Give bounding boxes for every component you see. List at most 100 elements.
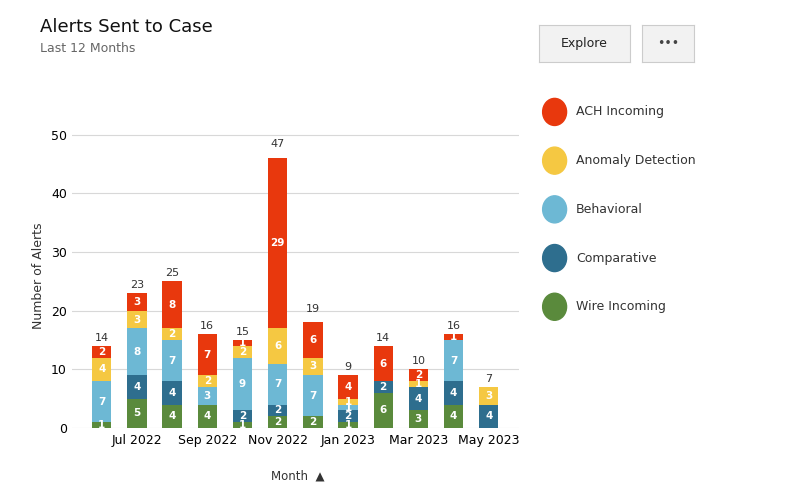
Bar — [444, 381, 463, 404]
Bar — [233, 422, 252, 428]
Bar — [444, 340, 463, 381]
Text: 2: 2 — [274, 417, 282, 427]
Text: 25: 25 — [165, 269, 180, 278]
Text: 47: 47 — [271, 139, 285, 150]
Text: 8: 8 — [133, 347, 140, 357]
Text: 6: 6 — [380, 405, 387, 415]
Text: 2: 2 — [168, 329, 176, 339]
Bar — [409, 410, 428, 428]
Text: 4: 4 — [203, 411, 211, 421]
Text: Wire Incoming: Wire Incoming — [576, 300, 666, 313]
Bar — [233, 346, 252, 358]
Text: 9: 9 — [239, 379, 246, 389]
Bar — [444, 404, 463, 428]
Bar — [338, 399, 358, 404]
Text: 4: 4 — [98, 365, 105, 374]
Bar — [92, 381, 112, 422]
Text: 2: 2 — [415, 370, 422, 380]
Text: 1: 1 — [345, 397, 352, 407]
Text: 6: 6 — [309, 335, 317, 345]
Text: 3: 3 — [133, 314, 140, 325]
Bar — [444, 334, 463, 340]
Text: Comparative: Comparative — [576, 251, 657, 265]
Text: 2: 2 — [309, 417, 317, 427]
Text: 1: 1 — [450, 332, 457, 342]
Text: 1: 1 — [345, 402, 352, 412]
Bar — [268, 328, 287, 364]
Text: 4: 4 — [415, 394, 422, 404]
Text: 4: 4 — [485, 411, 492, 421]
Bar — [303, 358, 322, 375]
Text: 4: 4 — [450, 388, 457, 398]
Bar — [268, 404, 287, 416]
Bar — [303, 322, 322, 358]
Bar — [92, 422, 112, 428]
Text: 1: 1 — [239, 338, 246, 348]
Text: 4: 4 — [133, 382, 140, 392]
Circle shape — [543, 147, 567, 174]
Text: 1: 1 — [415, 379, 422, 389]
Text: 3: 3 — [203, 391, 211, 401]
Bar — [373, 346, 393, 381]
Text: 14: 14 — [95, 333, 109, 343]
Circle shape — [543, 196, 567, 223]
Text: 1: 1 — [98, 420, 105, 430]
Text: 2: 2 — [345, 411, 352, 421]
Text: 10: 10 — [411, 356, 425, 367]
Text: 1: 1 — [345, 420, 352, 430]
Text: 6: 6 — [274, 341, 282, 351]
Text: 7: 7 — [450, 356, 457, 366]
Bar — [338, 410, 358, 422]
Bar — [409, 381, 428, 387]
Text: 5: 5 — [133, 408, 140, 418]
Text: 1: 1 — [239, 420, 246, 430]
Text: 7: 7 — [485, 374, 492, 384]
Text: 3: 3 — [133, 297, 140, 307]
Bar — [198, 334, 217, 375]
Bar — [303, 375, 322, 416]
Bar — [128, 293, 147, 311]
Text: 4: 4 — [168, 411, 176, 421]
Text: 2: 2 — [203, 376, 211, 386]
Bar — [373, 393, 393, 428]
Bar — [92, 358, 112, 381]
Bar — [338, 422, 358, 428]
Text: 3: 3 — [309, 362, 317, 371]
Text: Alerts Sent to Case: Alerts Sent to Case — [40, 18, 212, 36]
Text: 19: 19 — [306, 304, 320, 314]
Text: 4: 4 — [344, 382, 352, 392]
Bar — [163, 328, 182, 340]
Text: 7: 7 — [203, 350, 211, 360]
Text: Anomaly Detection: Anomaly Detection — [576, 154, 696, 167]
Circle shape — [543, 293, 567, 320]
Bar — [92, 346, 112, 358]
Bar — [163, 381, 182, 404]
Text: 4: 4 — [450, 411, 457, 421]
Bar — [373, 381, 393, 393]
Text: 6: 6 — [380, 359, 387, 369]
Bar — [268, 416, 287, 428]
Text: 16: 16 — [447, 321, 460, 331]
Text: 9: 9 — [345, 362, 352, 372]
Text: 7: 7 — [98, 397, 105, 407]
Text: Month  ▲: Month ▲ — [271, 470, 325, 483]
Text: 29: 29 — [271, 238, 285, 248]
Text: 7: 7 — [309, 391, 317, 401]
Text: Behavioral: Behavioral — [576, 203, 643, 216]
Bar — [233, 340, 252, 346]
Bar — [128, 328, 147, 375]
Bar — [198, 375, 217, 387]
Text: 2: 2 — [239, 347, 246, 357]
Text: 2: 2 — [274, 405, 282, 415]
Text: Explore: Explore — [561, 36, 608, 50]
Bar — [128, 375, 147, 399]
Text: 23: 23 — [130, 280, 144, 290]
Text: 2: 2 — [98, 347, 105, 357]
Bar — [303, 416, 322, 428]
Bar — [338, 375, 358, 399]
Bar — [479, 404, 499, 428]
Text: 2: 2 — [239, 411, 246, 421]
Text: 7: 7 — [168, 356, 176, 366]
Text: 3: 3 — [415, 414, 422, 424]
Bar — [163, 281, 182, 328]
